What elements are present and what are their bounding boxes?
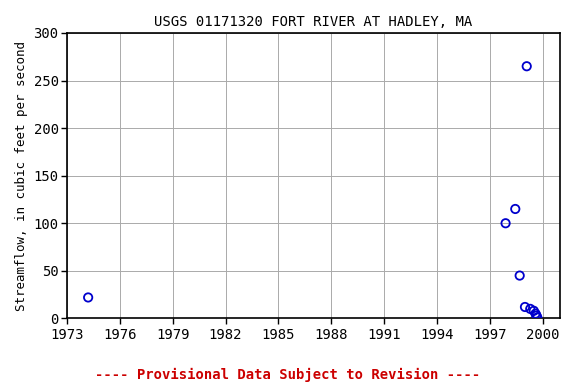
Text: ---- Provisional Data Subject to Revision ----: ---- Provisional Data Subject to Revisio… (96, 368, 480, 382)
Point (522, 63, 531, 70)
Point (520, 304, 529, 310)
Point (501, 220, 510, 226)
Point (526, 306, 535, 312)
Title: USGS 01171320 FORT RIVER AT HADLEY, MA: USGS 01171320 FORT RIVER AT HADLEY, MA (154, 15, 473, 29)
Point (511, 206, 520, 212)
Point (529, 308, 539, 314)
Point (531, 311, 540, 317)
Point (532, 313, 541, 319)
Y-axis label: Streamflow, in cubic feet per second: Streamflow, in cubic feet per second (15, 41, 28, 311)
Point (84, 295, 93, 301)
Point (515, 273, 524, 279)
Point (533, 314, 542, 321)
